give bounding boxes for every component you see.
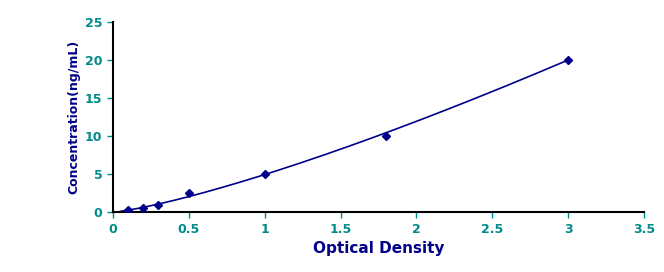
Y-axis label: Concentration(ng/mL): Concentration(ng/mL) <box>68 40 81 194</box>
X-axis label: Optical Density: Optical Density <box>313 241 444 256</box>
